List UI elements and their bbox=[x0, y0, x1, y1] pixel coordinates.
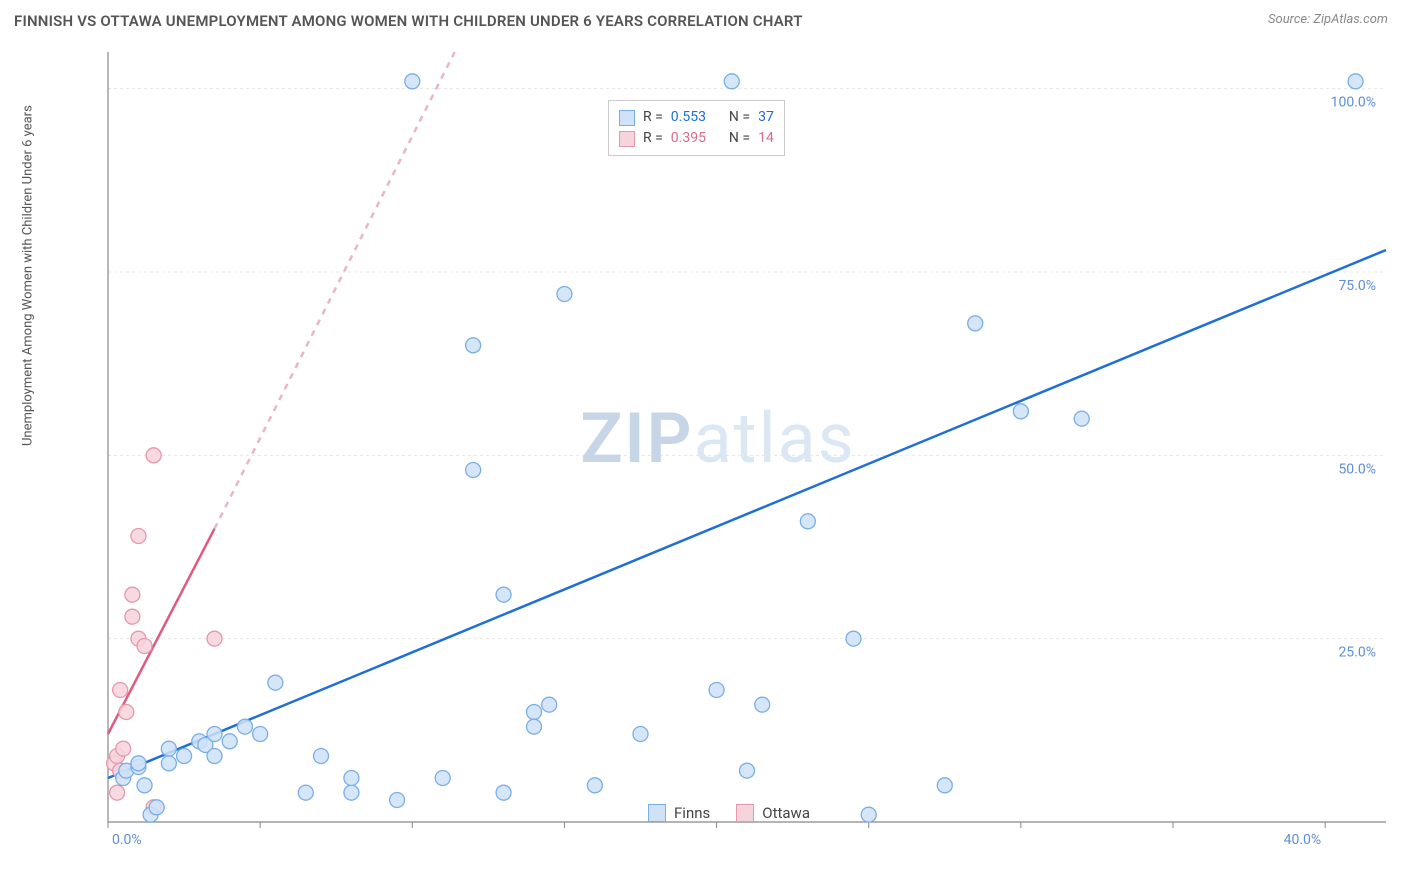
svg-text:50.0%: 50.0% bbox=[1338, 461, 1376, 477]
legend-label: Finns bbox=[674, 804, 710, 822]
swatch-finns bbox=[619, 110, 635, 126]
r-label: R = bbox=[643, 128, 663, 149]
n-label: N = bbox=[729, 107, 750, 128]
chart-area: 25.0%50.0%75.0%100.0%0.0%40.0% ZIPatlas … bbox=[48, 48, 1388, 846]
svg-text:75.0%: 75.0% bbox=[1338, 278, 1376, 294]
svg-text:25.0%: 25.0% bbox=[1338, 645, 1376, 661]
r-value: 0.395 bbox=[671, 128, 706, 149]
svg-text:0.0%: 0.0% bbox=[112, 832, 142, 846]
svg-text:40.0%: 40.0% bbox=[1284, 832, 1322, 846]
legend-label: Ottawa bbox=[762, 804, 810, 822]
scatter-chart: 25.0% 50.0% 75.0% 100.0% 0.0% 40.0% bbox=[48, 48, 1388, 846]
series-legend: Finns Ottawa bbox=[648, 804, 810, 822]
stats-row-ottawa: R = 0.395 N = 14 bbox=[619, 128, 774, 149]
svg-text:100.0%: 100.0% bbox=[1331, 95, 1376, 111]
n-value: 37 bbox=[758, 107, 774, 128]
n-value: 14 bbox=[758, 128, 774, 149]
swatch-ottawa bbox=[619, 131, 635, 147]
stats-row-finns: R = 0.553 N = 37 bbox=[619, 107, 774, 128]
n-label: N = bbox=[729, 128, 750, 149]
legend-swatch-finns bbox=[648, 804, 666, 822]
correlation-stats-box: R = 0.553 N = 37 R = 0.395 N = 14 bbox=[608, 100, 785, 156]
chart-title: FINNISH VS OTTAWA UNEMPLOYMENT AMONG WOM… bbox=[14, 12, 803, 30]
source-attribution: Source: ZipAtlas.com bbox=[1268, 12, 1388, 27]
legend-swatch-ottawa bbox=[736, 804, 754, 822]
legend-item-ottawa: Ottawa bbox=[736, 804, 810, 822]
legend-item-finns: Finns bbox=[648, 804, 710, 822]
r-label: R = bbox=[643, 107, 663, 128]
r-value: 0.553 bbox=[671, 107, 706, 128]
y-axis-title: Unemployment Among Women with Children U… bbox=[21, 105, 36, 446]
